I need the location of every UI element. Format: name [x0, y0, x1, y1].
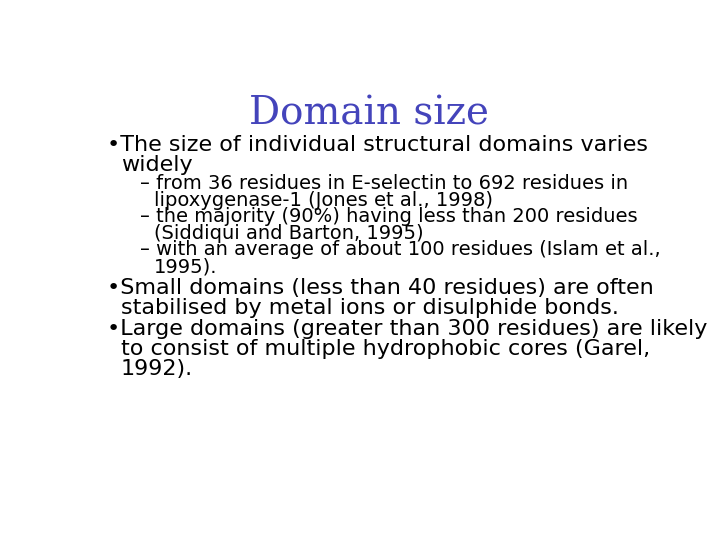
- Text: 1992).: 1992).: [121, 359, 193, 379]
- Text: •Large domains (greater than 300 residues) are likely: •Large domains (greater than 300 residue…: [107, 319, 707, 339]
- Text: lipoxygenase-1 (Jones et al., 1998): lipoxygenase-1 (Jones et al., 1998): [154, 191, 493, 210]
- Text: •The size of individual structural domains varies: •The size of individual structural domai…: [107, 136, 648, 156]
- Text: 1995).: 1995).: [154, 258, 217, 276]
- Text: •Small domains (less than 40 residues) are often: •Small domains (less than 40 residues) a…: [107, 278, 654, 298]
- Text: to consist of multiple hydrophobic cores (Garel,: to consist of multiple hydrophobic cores…: [121, 339, 650, 359]
- Text: – with an average of about 100 residues (Islam et al.,: – with an average of about 100 residues …: [140, 240, 661, 259]
- Text: (Siddiqui and Barton, 1995): (Siddiqui and Barton, 1995): [154, 224, 424, 243]
- Text: – from 36 residues in E-selectin to 692 residues in: – from 36 residues in E-selectin to 692 …: [140, 174, 629, 193]
- Text: Domain size: Domain size: [249, 96, 489, 133]
- Text: – the majority (90%) having less than 200 residues: – the majority (90%) having less than 20…: [140, 207, 638, 226]
- Text: stabilised by metal ions or disulphide bonds.: stabilised by metal ions or disulphide b…: [121, 298, 618, 318]
- Text: widely: widely: [121, 156, 192, 176]
